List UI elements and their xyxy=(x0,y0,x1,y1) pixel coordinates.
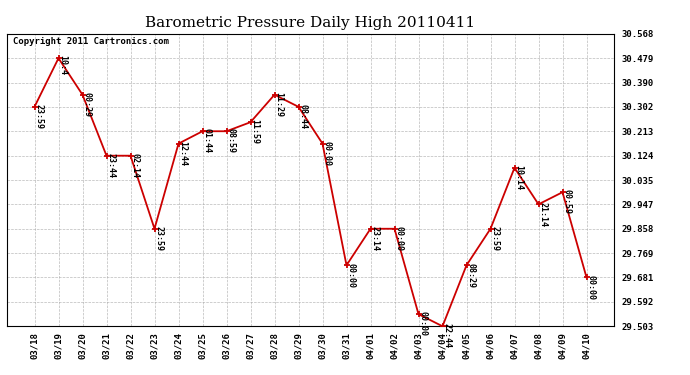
Text: 00:00: 00:00 xyxy=(394,226,403,251)
Text: 23:14: 23:14 xyxy=(370,226,380,251)
Text: 10:4: 10:4 xyxy=(58,56,67,75)
Text: 08:44: 08:44 xyxy=(298,104,307,129)
Text: 11:59: 11:59 xyxy=(250,119,259,144)
Text: 23:59: 23:59 xyxy=(154,226,163,251)
Text: 08:29: 08:29 xyxy=(466,262,475,288)
Text: 00:00: 00:00 xyxy=(346,262,355,288)
Text: 00:00: 00:00 xyxy=(322,141,331,166)
Text: 00:00: 00:00 xyxy=(586,274,595,300)
Text: 23:44: 23:44 xyxy=(106,153,115,178)
Text: 22:44: 22:44 xyxy=(442,324,451,348)
Text: 12:44: 12:44 xyxy=(178,141,187,166)
Text: 00:29: 00:29 xyxy=(82,92,91,117)
Text: 00:00: 00:00 xyxy=(418,311,427,336)
Text: 08:59: 08:59 xyxy=(226,129,235,153)
Text: 21:14: 21:14 xyxy=(538,201,547,226)
Text: 23:59: 23:59 xyxy=(490,226,499,251)
Text: 10:14: 10:14 xyxy=(514,165,523,190)
Text: 23:59: 23:59 xyxy=(34,104,43,129)
Text: 02:14: 02:14 xyxy=(130,153,139,178)
Text: Copyright 2011 Cartronics.com: Copyright 2011 Cartronics.com xyxy=(13,37,169,46)
Text: 00:59: 00:59 xyxy=(562,189,571,214)
Text: 11:29: 11:29 xyxy=(274,92,283,117)
Title: Barometric Pressure Daily High 20110411: Barometric Pressure Daily High 20110411 xyxy=(146,16,475,30)
Text: 01:44: 01:44 xyxy=(202,129,211,153)
